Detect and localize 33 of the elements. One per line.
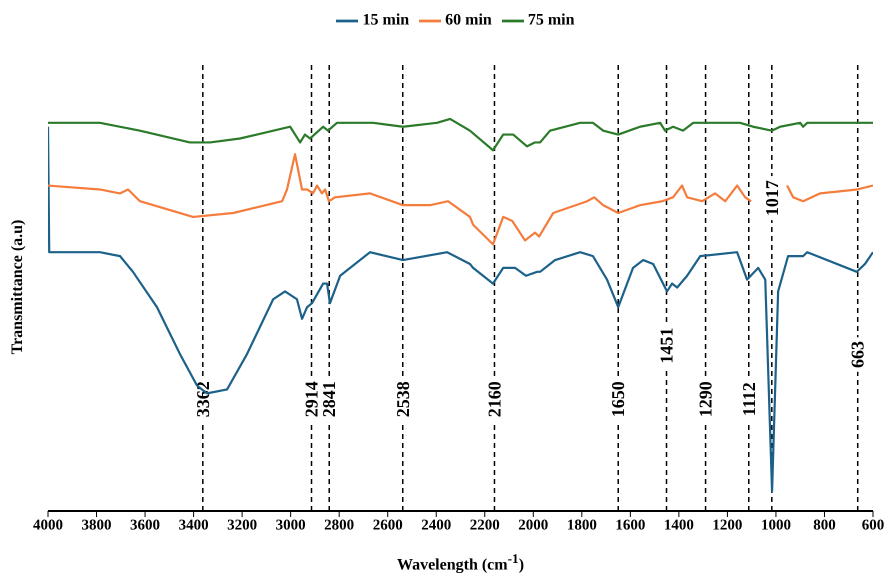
x-tick-label: 3600 (130, 518, 160, 534)
ref-line-label: 1451 (656, 328, 677, 364)
ref-line-label: 1650 (608, 381, 628, 418)
x-tick-label: 800 (813, 518, 836, 534)
x-tick-label: 1200 (712, 518, 742, 534)
x-tick-label: 3200 (227, 518, 258, 534)
x-tick-label: 3800 (82, 518, 112, 534)
x-axis-title: Wavelength (cm$^{-1}$) (396, 551, 526, 574)
x-tick-label: 2400 (421, 518, 452, 534)
legend-label: 15 min (362, 12, 410, 29)
ref-line-label: 1017 (762, 180, 782, 216)
x-tick-label: 1800 (566, 518, 597, 534)
legend-label: 75 min (528, 12, 574, 29)
ref-line-label: 2160 (484, 381, 504, 418)
x-tick-label: 600 (862, 518, 884, 534)
ref-line-label: 663 (848, 341, 868, 368)
ref-line-label: 1112 (738, 382, 759, 416)
x-tick-label: 1600 (615, 518, 646, 534)
x-tick-label: 4000 (33, 518, 63, 534)
x-tick-label: 2000 (518, 518, 548, 534)
ref-line-label: 2914 (302, 381, 322, 418)
legend-label: 60 min (445, 12, 492, 29)
ref-line-label: 2841 (319, 381, 340, 418)
x-tick-label: 3000 (276, 518, 306, 534)
x-tick-label: 1000 (760, 518, 791, 534)
x-tick-label: 2600 (372, 518, 403, 534)
x-tick-label: 3400 (178, 518, 209, 534)
y-axis-title: Transmittance (a.u) (9, 218, 27, 356)
ref-line-label: 1290 (696, 381, 716, 418)
x-tick-label: 1400 (664, 518, 694, 534)
x-tick-label: 2200 (470, 518, 500, 534)
ref-line-label: 2538 (392, 381, 413, 418)
x-tick-label: 2800 (324, 518, 354, 534)
